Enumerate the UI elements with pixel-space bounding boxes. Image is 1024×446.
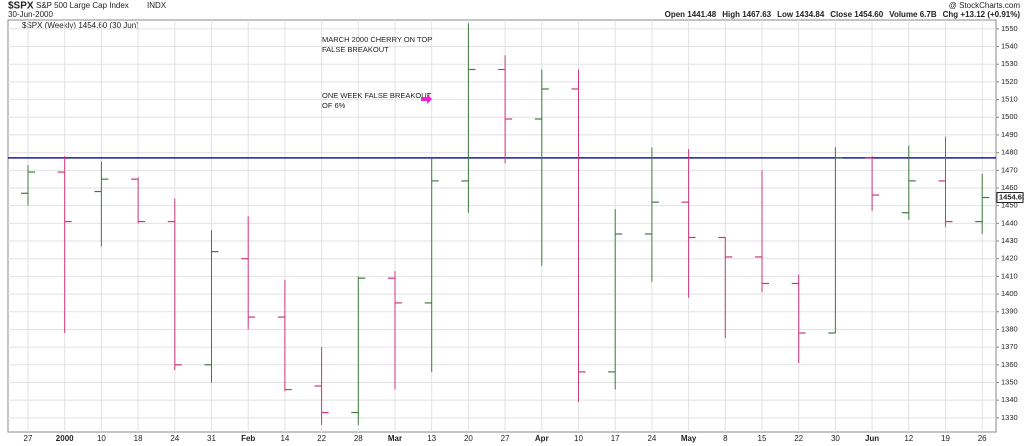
x-tick-label: 30 xyxy=(831,434,840,443)
y-tick-label: 1420 xyxy=(1001,254,1018,263)
x-tick-label: 2000 xyxy=(56,434,74,443)
y-tick-label: 1430 xyxy=(1001,236,1018,245)
y-tick-label: 1460 xyxy=(1001,183,1018,192)
last-price-box xyxy=(996,192,1024,204)
y-tick-label: 1470 xyxy=(1001,165,1018,174)
date: 30-Jun-2000 xyxy=(8,10,53,19)
x-tick-label: 22 xyxy=(317,434,326,443)
y-tick-label: 1550 xyxy=(1001,24,1018,33)
x-tick-label: Feb xyxy=(241,434,255,443)
y-tick-label: 1480 xyxy=(1001,148,1018,157)
x-tick-label: Mar xyxy=(388,434,402,443)
y-tick-label: 1410 xyxy=(1001,271,1018,280)
plot-frame xyxy=(7,19,997,433)
x-tick-label: 28 xyxy=(354,434,363,443)
exchange: INDX xyxy=(147,1,167,10)
y-tick-label: 1500 xyxy=(1001,112,1018,121)
y-tick-label: 1510 xyxy=(1001,95,1018,104)
x-tick-label: Jun xyxy=(865,434,879,443)
x-tick-label: 15 xyxy=(758,434,767,443)
x-tick-label: 24 xyxy=(170,434,179,443)
x-tick-label: 17 xyxy=(611,434,620,443)
annotation: MARCH 2000 CHERRY ON TOP xyxy=(322,35,432,44)
y-tick-label: 1380 xyxy=(1001,324,1018,333)
x-tick-label: 26 xyxy=(978,434,987,443)
annotation: ONE WEEK FALSE BREAKOUT xyxy=(322,91,432,100)
annotation-arrow xyxy=(421,94,432,104)
quote-item: Chg +13.12 (+0.91%) xyxy=(943,10,1021,19)
y-tick-label: 1330 xyxy=(1001,413,1018,422)
x-tick-label: 22 xyxy=(794,434,803,443)
y-tick-label: 1540 xyxy=(1001,42,1018,51)
y-tick-label: 1340 xyxy=(1001,395,1018,404)
x-tick-label: 8 xyxy=(723,434,728,443)
x-tick-label: 18 xyxy=(134,434,143,443)
quote-item: Volume 6.7B xyxy=(889,10,937,19)
subtitle: S&P 500 Large Cap Index xyxy=(36,1,129,10)
x-tick-label: 20 xyxy=(464,434,473,443)
y-tick-label: 1400 xyxy=(1001,289,1018,298)
x-tick-label: 27 xyxy=(24,434,33,443)
x-tick-label: 10 xyxy=(574,434,583,443)
x-tick-label: 27 xyxy=(501,434,510,443)
x-tick-label: 12 xyxy=(904,434,913,443)
annotation: OF 6% xyxy=(322,101,346,110)
y-tick-label: 1440 xyxy=(1001,218,1018,227)
x-tick-label: Apr xyxy=(535,434,549,443)
y-tick-label: 1530 xyxy=(1001,59,1018,68)
y-tick-label: 1350 xyxy=(1001,377,1018,386)
annotation: FALSE BREAKOUT xyxy=(322,45,389,54)
quote-item: Close 1454.60 xyxy=(830,10,883,19)
y-tick-label: 1450 xyxy=(1001,201,1018,210)
y-tick-label: 1360 xyxy=(1001,360,1018,369)
watermark: @ StockCharts.com xyxy=(949,1,1021,10)
x-tick-label: 24 xyxy=(647,434,656,443)
y-tick-label: 1390 xyxy=(1001,307,1018,316)
y-tick-label: 1520 xyxy=(1001,77,1018,86)
quote-item: High 1467.63 xyxy=(722,10,771,19)
y-tick-label: 1490 xyxy=(1001,130,1018,139)
x-tick-label: 31 xyxy=(207,434,216,443)
last-price-label: 1454.60 xyxy=(999,193,1024,202)
quote-item: Open 1441.48 xyxy=(665,10,717,19)
quote-item: Low 1434.84 xyxy=(777,10,825,19)
x-tick-label: 13 xyxy=(427,434,436,443)
y-tick-label: 1370 xyxy=(1001,342,1018,351)
symbol: $SPX xyxy=(8,1,34,12)
x-tick-label: May xyxy=(681,434,697,443)
x-tick-label: 19 xyxy=(941,434,950,443)
legend: $SPX (Weekly) 1454.60 (30 Jun) xyxy=(22,21,139,30)
x-tick-label: 10 xyxy=(97,434,106,443)
x-tick-label: 14 xyxy=(280,434,289,443)
